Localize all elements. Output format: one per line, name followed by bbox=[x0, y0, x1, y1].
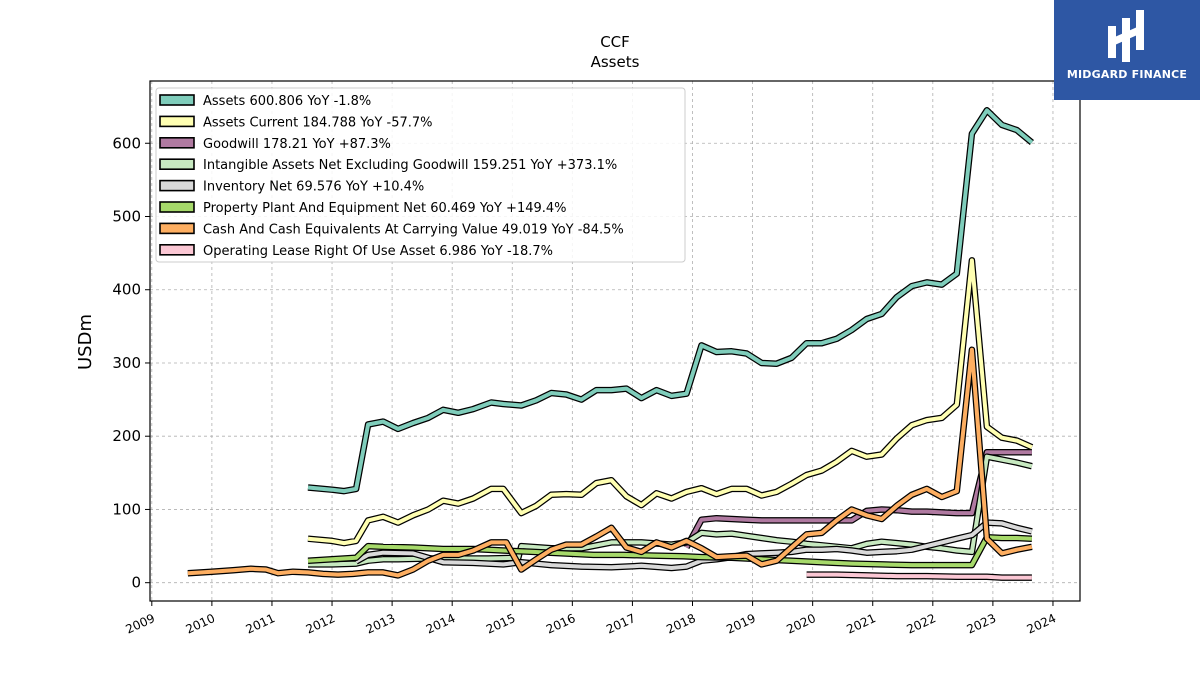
legend-entry: Intangible Assets Net Excluding Goodwill… bbox=[203, 158, 617, 173]
legend-entry: Assets 600.806 YoY -1.8% bbox=[203, 94, 371, 109]
legend-swatch bbox=[159, 244, 195, 256]
legend-swatch bbox=[159, 222, 195, 235]
legend-entry: Property Plant And Equipment Net 60.469 … bbox=[203, 201, 567, 216]
x-tick-label: 2014 bbox=[424, 611, 458, 637]
y-tick-label: 0 bbox=[131, 574, 141, 592]
series-6 bbox=[307, 534, 1033, 569]
legend: Assets 600.806 YoY -1.8% Assets Current 1… bbox=[155, 87, 686, 263]
x-tick-label: 2021 bbox=[844, 611, 878, 637]
series-8 bbox=[806, 571, 1032, 581]
series-line bbox=[307, 108, 1034, 494]
y-tick-label: 400 bbox=[112, 281, 141, 299]
legend-entry: Cash And Cash Equivalents At Carrying Va… bbox=[203, 222, 624, 237]
legend-entry: Goodwill 178.21 YoY +87.3% bbox=[203, 137, 391, 152]
series-7 bbox=[187, 346, 1033, 579]
x-tick-label: 2022 bbox=[904, 611, 938, 637]
x-tick-label: 2009 bbox=[123, 611, 157, 637]
brand-logo: MIDGARD FINANCE bbox=[1054, 0, 1200, 100]
series-line bbox=[307, 258, 1033, 546]
series-line bbox=[806, 572, 1032, 580]
y-tick-label: 500 bbox=[112, 207, 141, 225]
series-line-outline bbox=[307, 257, 1034, 547]
series-lines bbox=[187, 107, 1034, 581]
x-tick-label: 2015 bbox=[484, 611, 518, 637]
plot-frame bbox=[149, 80, 1081, 602]
series-5 bbox=[354, 519, 1033, 572]
legend-entry: Assets Current 184.788 YoY -57.7% bbox=[203, 115, 433, 130]
legend-swatch bbox=[159, 179, 195, 192]
y-tick-label: 100 bbox=[112, 500, 141, 518]
x-tick-label: 2017 bbox=[604, 611, 638, 637]
y-tick-label: 600 bbox=[112, 134, 141, 152]
legend-entry: Operating Lease Right Of Use Asset 6.986… bbox=[203, 244, 553, 259]
series-2 bbox=[307, 257, 1034, 547]
brand-name: MIDGARD FINANCE bbox=[1066, 68, 1188, 81]
y-tick-label: 200 bbox=[112, 427, 141, 445]
midgard-logo-icon bbox=[1108, 10, 1144, 62]
legend-swatch bbox=[159, 201, 195, 213]
chart-subtitle: Assets bbox=[591, 53, 640, 71]
x-tick-label: 2012 bbox=[304, 611, 338, 637]
x-tick-label: 2019 bbox=[724, 611, 758, 637]
x-tick-label: 2018 bbox=[664, 611, 698, 637]
x-tick-label: 2024 bbox=[1025, 611, 1059, 637]
series-line bbox=[307, 535, 1032, 568]
chart-title: CCF bbox=[600, 33, 630, 51]
legend-swatch bbox=[159, 94, 195, 106]
y-axis-label: USDm bbox=[75, 314, 96, 370]
legend-swatch bbox=[159, 158, 195, 170]
x-tick-label: 2013 bbox=[364, 611, 398, 637]
y-tick-label: 300 bbox=[112, 354, 141, 372]
series-line bbox=[187, 347, 1033, 578]
x-tick-label: 2020 bbox=[784, 611, 818, 637]
legend-box bbox=[155, 87, 686, 263]
x-tick-label: 2023 bbox=[965, 611, 999, 637]
x-tick-label: 2011 bbox=[244, 611, 278, 637]
legend-swatch bbox=[159, 137, 195, 149]
legend-swatch bbox=[159, 115, 195, 128]
series-1 bbox=[307, 107, 1034, 495]
legend-entry: Inventory Net 69.576 YoY +10.4% bbox=[203, 180, 424, 195]
series-line bbox=[355, 520, 1033, 570]
x-tick-label: 2010 bbox=[184, 611, 218, 637]
x-tick-label: 2016 bbox=[544, 611, 578, 637]
